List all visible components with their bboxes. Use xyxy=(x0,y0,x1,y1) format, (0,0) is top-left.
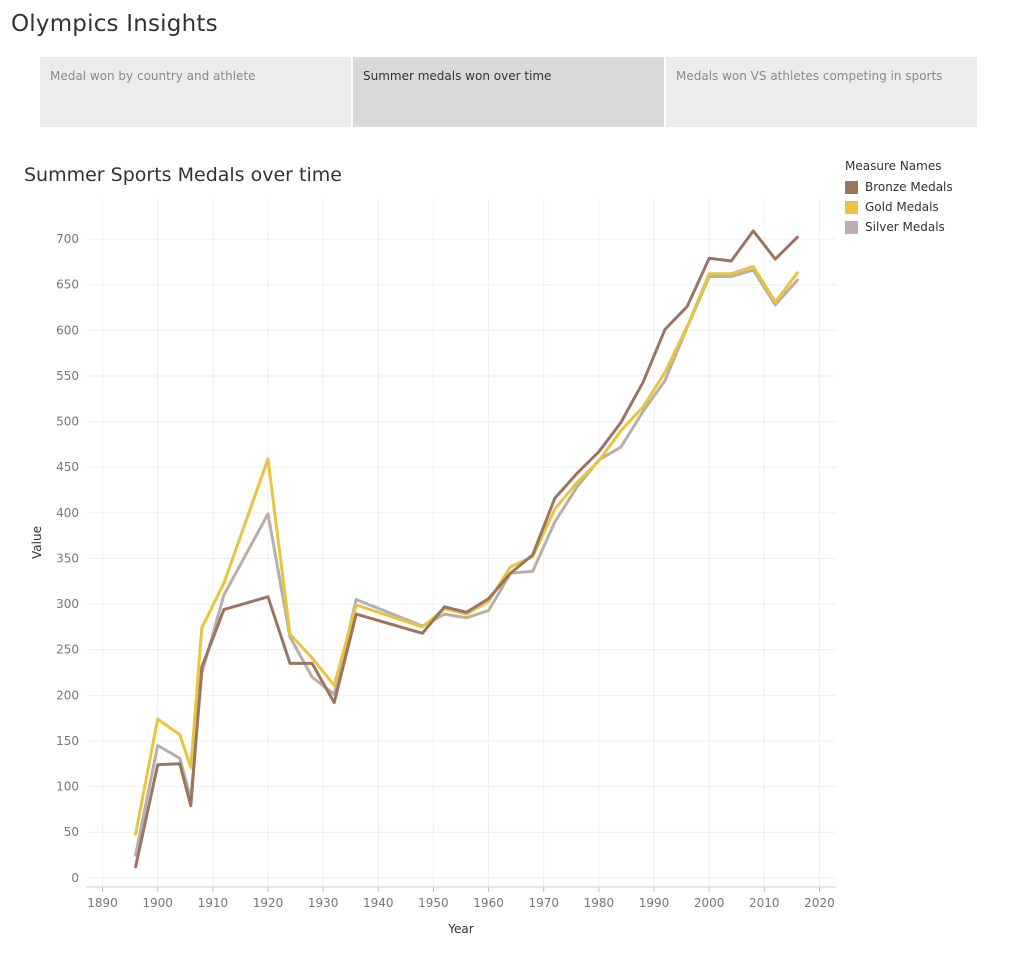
x-tick-label: 1900 xyxy=(142,896,173,910)
y-tick-label: 550 xyxy=(56,369,79,383)
x-tick-label: 1940 xyxy=(363,896,394,910)
legend-label: Silver Medals xyxy=(865,220,945,234)
y-tick-label: 150 xyxy=(56,734,79,748)
tab-label: Medal won by country and athlete xyxy=(50,69,256,83)
legend-title: Measure Names xyxy=(845,159,942,173)
x-tick-label: 1920 xyxy=(253,896,284,910)
x-tick-label: 1990 xyxy=(639,896,670,910)
x-tick-label: 1970 xyxy=(528,896,559,910)
legend-swatch xyxy=(845,180,858,194)
series-line-bronze-medals xyxy=(134,229,799,869)
y-tick-label: 650 xyxy=(56,278,79,292)
legend-label: Gold Medals xyxy=(865,200,939,214)
dashboard-tabs: Medal won by country and athlete Summer … xyxy=(40,57,977,127)
y-tick-label: 0 xyxy=(71,871,79,885)
chart-title: Summer Sports Medals over time xyxy=(24,164,342,186)
y-axis-label: Value xyxy=(30,526,44,559)
x-tick-label: 1980 xyxy=(584,896,615,910)
series-line-silver-medals xyxy=(134,268,799,857)
legend-swatch xyxy=(845,220,858,234)
legend-label: Bronze Medals xyxy=(865,180,953,194)
app-title: Olympics Insights xyxy=(11,11,218,37)
tab-label: Summer medals won over time xyxy=(363,69,552,83)
y-tick-label: 500 xyxy=(56,415,79,429)
y-tick-label: 200 xyxy=(56,688,79,702)
y-tick-label: 350 xyxy=(56,551,79,565)
y-tick-label: 700 xyxy=(56,232,79,246)
tab-medals-vs-athletes[interactable]: Medals won VS athletes competing in spor… xyxy=(666,57,977,127)
tab-label: Medals won VS athletes competing in spor… xyxy=(676,69,943,83)
y-tick-label: 100 xyxy=(56,780,79,794)
x-tick-label: 2010 xyxy=(749,896,780,910)
x-tick-label: 2000 xyxy=(694,896,725,910)
legend-item-gold[interactable]: Gold Medals xyxy=(845,197,953,217)
x-tick-label: 1950 xyxy=(418,896,449,910)
x-tick-label: 1910 xyxy=(198,896,229,910)
x-axis-label: Year xyxy=(447,922,473,936)
x-tick-label: 1960 xyxy=(473,896,504,910)
legend-swatch xyxy=(845,200,858,214)
y-tick-label: 300 xyxy=(56,597,79,611)
tab-summer-medals[interactable]: Summer medals won over time xyxy=(353,57,664,127)
y-tick-label: 600 xyxy=(56,323,79,337)
legend-item-bronze[interactable]: Bronze Medals xyxy=(845,177,953,197)
y-tick-label: 400 xyxy=(56,506,79,520)
y-tick-label: 50 xyxy=(64,825,79,839)
x-tick-label: 2020 xyxy=(804,896,835,910)
x-tick-label: 1930 xyxy=(308,896,339,910)
y-tick-label: 450 xyxy=(56,460,79,474)
legend-item-silver[interactable]: Silver Medals xyxy=(845,217,953,237)
legend: Measure Names Bronze Medals Gold Medals … xyxy=(845,159,953,237)
x-tick-label: 1890 xyxy=(87,896,118,910)
tab-medal-by-country[interactable]: Medal won by country and athlete xyxy=(40,57,351,127)
series-line-gold-medals xyxy=(134,264,799,836)
y-tick-label: 250 xyxy=(56,643,79,657)
